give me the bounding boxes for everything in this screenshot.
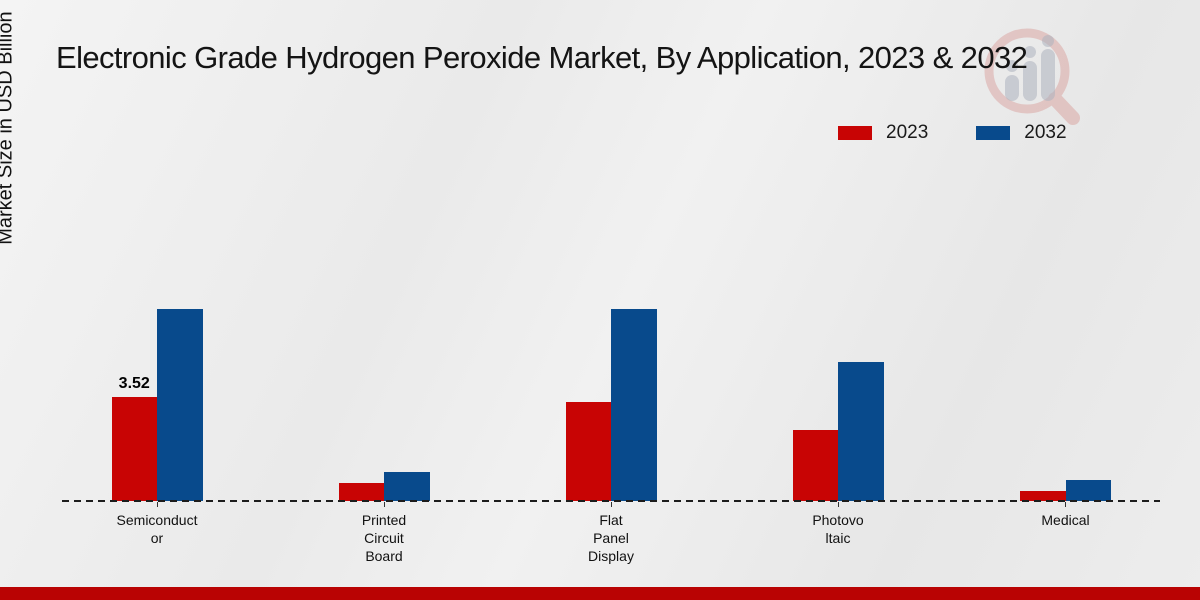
bar-2032-photovoltaic [838,362,884,501]
legend-label-2032: 2032 [1024,122,1067,143]
footer-accent-bar [0,587,1200,600]
bar-2032-semiconductor [157,309,203,501]
bar-2023-printed-circuit-board [338,483,384,501]
category-label-semiconductor: Semiconduct or [116,512,198,546]
legend-swatch-2023 [838,126,872,140]
bar-2032-printed-circuit-board [384,471,430,501]
x-axis-baseline [62,500,1160,502]
x-axis-tick-medical [1065,502,1066,507]
bar-2023-photovoltaic [792,430,838,501]
category-label-flat-panel-display: Flat Panel Display [588,512,634,564]
bar-2023-medical [1020,490,1066,501]
bar-2023-flat-panel-display [565,402,611,501]
category-label-medical: Medical [1041,512,1090,528]
legend-item-2032: 2032 [976,122,1067,144]
legend: 2023 2032 [838,122,1067,144]
magnifier-bar-chart-icon [984,28,1080,125]
category-label-printed-circuit-board: Printed Circuit Board [361,512,407,564]
chart-title: Electronic Grade Hydrogen Peroxide Marke… [56,40,1028,75]
bar-2032-flat-panel-display [611,309,657,501]
bar-2032-medical [1065,480,1111,501]
legend-label-2023: 2023 [886,122,929,143]
x-axis-tick-printed-circuit-board [383,502,385,507]
brand-logo-watermark [972,18,1092,135]
x-axis-tick-semiconductor [156,502,158,507]
x-axis-tick-flat-panel-display [610,502,612,507]
legend-item-2023: 2023 [838,122,928,144]
bar-2023-semiconductor [111,397,157,501]
y-axis-title: Market Size in USD Billion [0,11,17,245]
legend-swatch-2032 [976,126,1011,140]
bar-value-label: 3.52 [118,375,150,393]
x-axis-tick-photovoltaic [837,502,839,507]
category-label-photovoltaic: Photovo ltaic [812,512,864,546]
